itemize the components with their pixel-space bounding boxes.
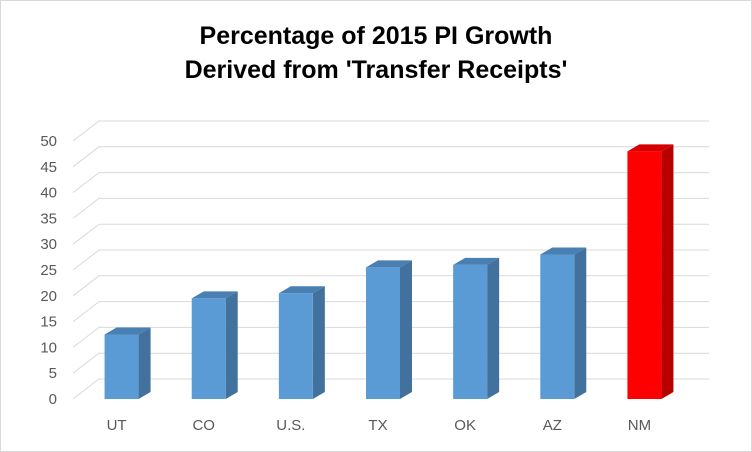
y-tick-label: 15 [40, 314, 57, 331]
chart-title: Percentage of 2015 PI Growth Derived fro… [1, 19, 751, 87]
y-tick-label: 45 [40, 159, 57, 176]
bar-front [278, 293, 313, 399]
x-axis-categories: UT CO U.S. TX OK AZ NM [107, 417, 652, 434]
x-category-label: UT [107, 417, 127, 434]
x-category-label: AZ [543, 417, 562, 434]
bar-front [104, 334, 139, 399]
bar [453, 257, 500, 399]
bar-top [366, 260, 412, 268]
x-category-label: TX [368, 417, 387, 434]
gridline [72, 352, 709, 374]
y-tick-label: 50 [40, 133, 57, 150]
x-category-label: OK [454, 417, 476, 434]
bar-top [627, 144, 674, 152]
bar-top [540, 247, 587, 255]
gridline [72, 120, 709, 142]
gridline [72, 326, 709, 348]
bar [627, 144, 674, 399]
gridline [72, 275, 709, 297]
bar-front [627, 151, 662, 399]
bar [104, 327, 151, 399]
gridline [72, 172, 709, 193]
gridline [72, 146, 709, 168]
bar [191, 291, 238, 399]
y-tick-label: 10 [40, 339, 57, 356]
bar-top [191, 291, 238, 299]
bar [278, 286, 325, 399]
bar-side [138, 327, 151, 399]
gridlines [72, 120, 709, 400]
y-tick-label: 30 [40, 236, 57, 253]
bar-front [540, 254, 575, 399]
bar [540, 247, 587, 399]
y-tick-label: 25 [40, 262, 57, 279]
gridline [72, 223, 709, 245]
gridline [72, 249, 709, 271]
bar-side [574, 247, 587, 399]
y-axis-ticks: 0 5 10 15 20 25 30 35 40 45 50 [40, 133, 57, 408]
bar-side [225, 291, 238, 399]
y-tick-label: 5 [49, 365, 57, 382]
gridline [72, 197, 709, 219]
y-tick-label: 35 [40, 210, 57, 227]
bar-top [104, 327, 151, 335]
x-category-label: NM [628, 417, 651, 434]
bar-side [312, 286, 325, 399]
gridline [72, 378, 709, 400]
y-tick-label: 20 [40, 288, 57, 305]
chart-title-line-1: Percentage of 2015 PI Growth [199, 22, 553, 50]
bar-top [453, 257, 500, 265]
y-tick-label: 0 [49, 391, 57, 408]
bar-side [661, 144, 674, 399]
bar [366, 260, 412, 399]
bar-front [453, 264, 488, 399]
bar-side [487, 257, 500, 399]
gridline [72, 301, 709, 322]
bars [104, 144, 674, 399]
bar-front [191, 298, 226, 399]
bar-front [366, 267, 400, 399]
bar-side [400, 260, 412, 399]
chart-title-line-2: Derived from 'Transfer Receipts' [184, 56, 568, 84]
x-category-label: CO [192, 417, 215, 434]
y-tick-label: 40 [40, 185, 57, 202]
bar-top [278, 286, 325, 294]
x-category-label: U.S. [276, 417, 305, 434]
